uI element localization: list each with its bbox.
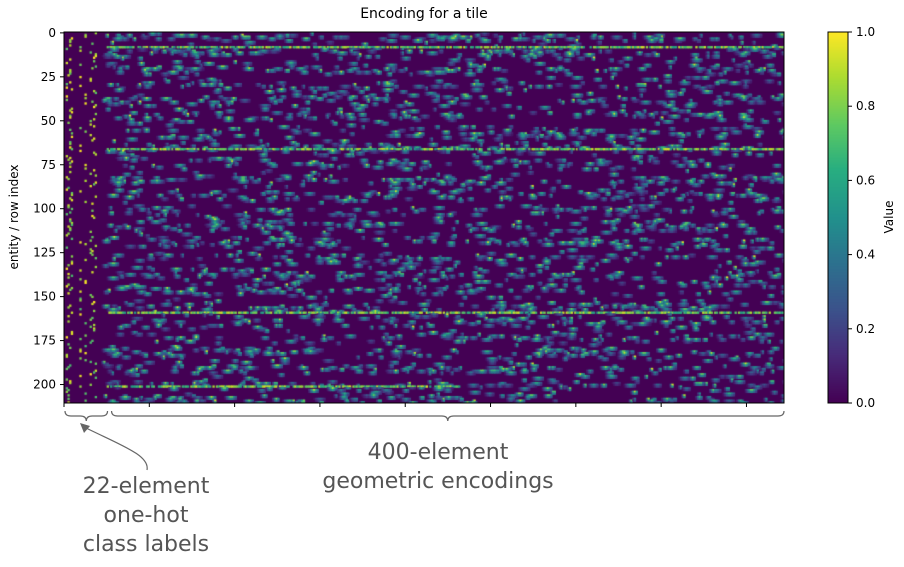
one-hot-annotation-line3: class labels	[82, 532, 210, 557]
colorbar-tick-label: 0.2	[856, 322, 875, 336]
one-hot-annotation-line1: 22-element	[82, 474, 210, 499]
geometric-annotation-line2: geometric encodings	[322, 469, 554, 494]
colorbar-frame	[827, 31, 849, 404]
one-hot-annotation-line2: one-hot	[103, 503, 189, 528]
y-tick-label: 125	[33, 246, 56, 260]
geometric-annotation: 400-element geometric encodings	[318, 438, 558, 496]
colorbar-tick-label: 0.8	[856, 99, 875, 113]
colorbar-tick-label: 0.6	[856, 173, 875, 187]
colorbar-gradient	[828, 32, 848, 403]
one-hot-annotation: 22-element one-hot class labels	[76, 472, 216, 559]
geometric-brace	[110, 410, 785, 422]
colorbar-tick-label: 0.0	[856, 396, 875, 410]
y-tick-label: 150	[33, 290, 56, 304]
annotation-arrowhead	[80, 423, 90, 433]
one-hot-brace	[64, 410, 109, 422]
y-tick-label: 100	[33, 202, 56, 216]
y-tick-label: 75	[41, 158, 56, 172]
y-tick-label: 25	[41, 70, 56, 84]
plot-frame	[63, 31, 785, 404]
y-tick-label: 175	[33, 334, 56, 348]
y-tick-label: 200	[33, 378, 56, 392]
heatmap-image	[64, 32, 784, 403]
geometric-annotation-line1: 400-element	[367, 440, 509, 465]
colorbar-tick-label: 1.0	[856, 25, 875, 39]
y-tick-label: 50	[41, 114, 56, 128]
chart-title: Encoding for a tile	[360, 6, 488, 22]
annotation-arrow-line	[81, 425, 148, 471]
y-tick-label: 0	[48, 26, 56, 40]
colorbar-tick-label: 0.4	[856, 248, 875, 262]
